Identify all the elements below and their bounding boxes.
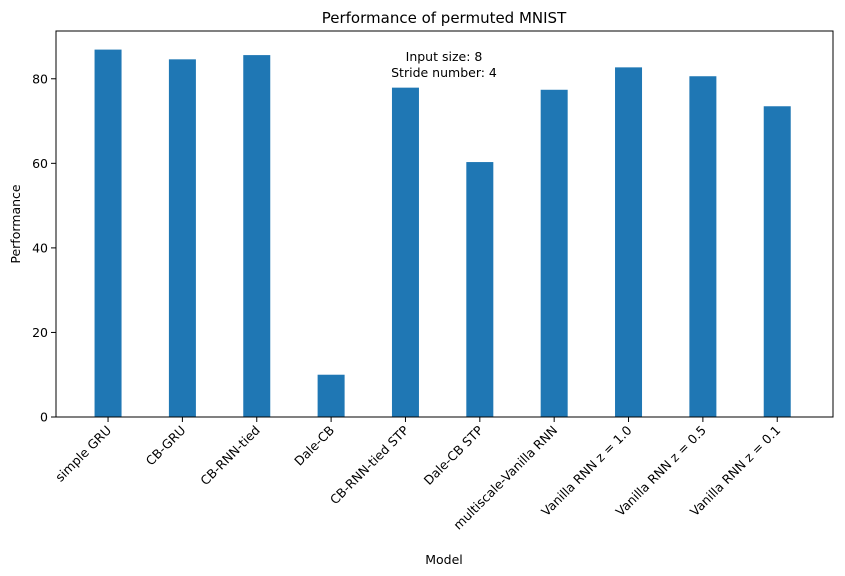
y-tick-label-4: 80 [32, 71, 48, 86]
chart-title: Performance of permuted MNIST [322, 9, 567, 27]
y-tick-label-0: 0 [40, 410, 48, 425]
x-tick-label-2: CB-RNN-tied [197, 423, 263, 489]
y-tick-label-1: 20 [32, 325, 48, 340]
bar-9 [763, 106, 791, 417]
bar-2 [243, 55, 271, 417]
x-axis: simple GRU CB-GRU CB-RNN-tied Dale-CBCB-RNN… [52, 417, 783, 533]
bar-5 [466, 162, 494, 417]
bar-3 [317, 374, 345, 417]
bar-8 [689, 76, 717, 418]
x-tick-label-4: CB-RNN-tied STP [327, 422, 412, 507]
x-axis-label: Model [425, 552, 463, 567]
annotation-input-size: Input size: 8 [406, 49, 483, 64]
y-axis: 0 20 40 60 80 [32, 71, 56, 425]
bar-6 [540, 89, 568, 418]
bar-7 [615, 67, 643, 418]
y-tick-label-2: 40 [32, 240, 48, 255]
y-tick-label-3: 60 [32, 156, 48, 171]
bar-4 [391, 87, 419, 418]
annotation-stride-number: Stride number: 4 [391, 65, 497, 80]
x-tick-label-0: simple GRU [52, 423, 114, 485]
x-tick-label-5: Dale-CB STP [421, 422, 487, 488]
x-tick-label-3: Dale-CB [291, 423, 337, 469]
plot-frame [55, 30, 834, 418]
bar-1 [168, 59, 196, 417]
bars-group [94, 49, 791, 418]
x-tick-label-1: CB-GRU [143, 423, 189, 469]
y-axis-label: Performance [8, 184, 23, 264]
bar-0 [94, 49, 122, 417]
